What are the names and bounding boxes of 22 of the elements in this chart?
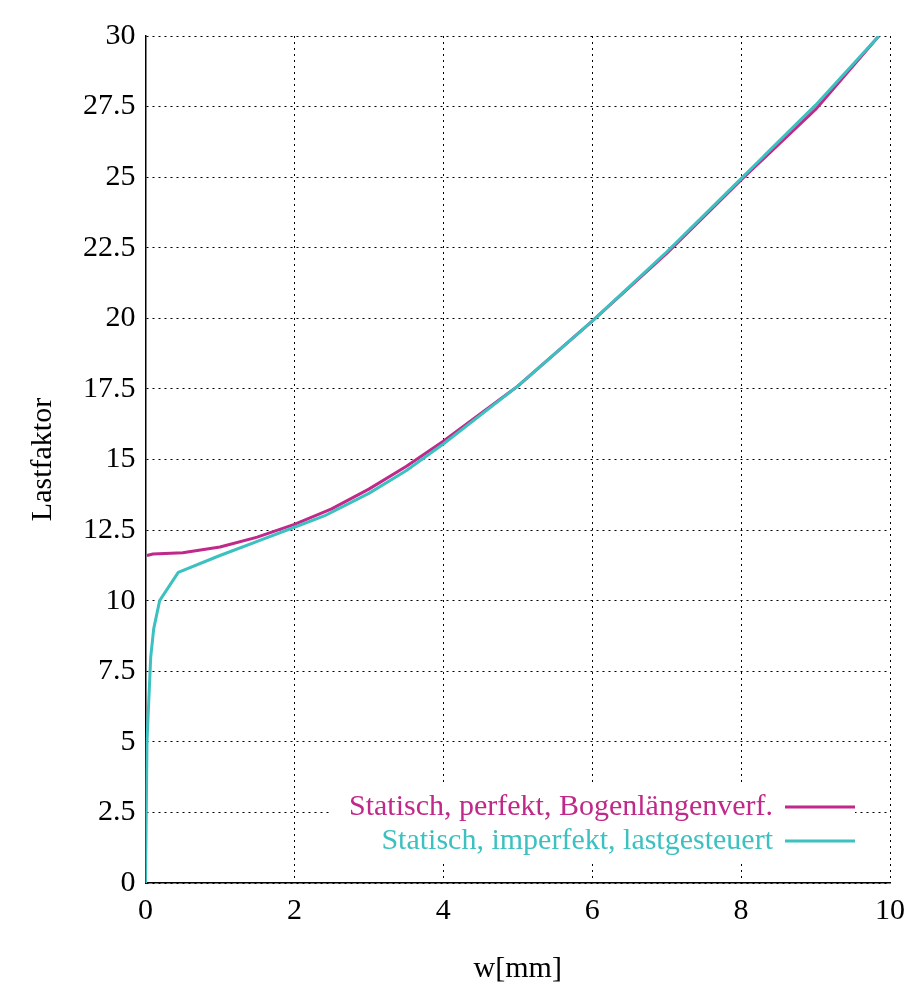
y-tick-label: 5 bbox=[120, 722, 136, 756]
y-axis-title: Lastfaktor bbox=[23, 397, 57, 522]
y-tick-label: 12.5 bbox=[83, 510, 136, 544]
x-tick-label: 6 bbox=[584, 891, 600, 925]
y-tick-label: 17.5 bbox=[83, 369, 136, 403]
y-tick-label: 7.5 bbox=[98, 652, 136, 686]
y-tick-label: 22.5 bbox=[83, 228, 136, 262]
y-tick-label: 15 bbox=[105, 440, 136, 474]
legend-label: Statisch, perfekt, Bogenlängenverf. bbox=[348, 787, 773, 821]
x-tick-label: 8 bbox=[733, 891, 749, 925]
y-tick-label: 30 bbox=[105, 16, 136, 50]
x-axis-title: w[mm] bbox=[473, 949, 562, 983]
y-tick-label: 10 bbox=[105, 581, 136, 615]
x-tick-label: 4 bbox=[435, 891, 451, 925]
x-tick-label: 10 bbox=[875, 891, 905, 925]
x-tick-label: 2 bbox=[286, 891, 302, 925]
y-tick-label: 27.5 bbox=[83, 87, 136, 121]
y-tick-label: 0 bbox=[120, 863, 136, 897]
legend-label: Statisch, imperfekt, lastgesteuert bbox=[381, 821, 774, 855]
y-tick-label: 25 bbox=[105, 158, 136, 192]
y-tick-label: 20 bbox=[105, 299, 136, 333]
y-tick-label: 2.5 bbox=[98, 793, 136, 827]
